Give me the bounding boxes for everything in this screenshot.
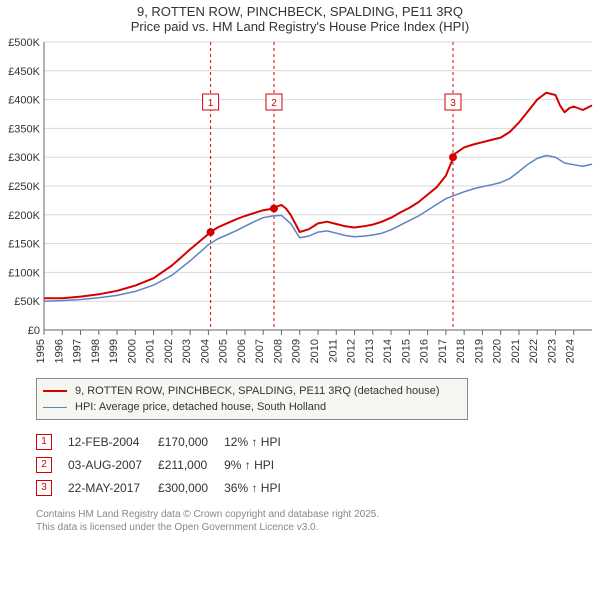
x-tick-label: 2024: [565, 339, 577, 363]
x-tick-label: 1997: [72, 339, 84, 363]
x-tick-label: 2003: [181, 339, 193, 363]
x-tick-label: 2007: [254, 339, 266, 363]
events-table: 1 12-FEB-2004£170,00012% ↑ HPI 2 03-AUG-200…: [36, 430, 600, 499]
y-tick-label: £500K: [8, 37, 40, 49]
event-marker-num: 1: [208, 98, 214, 109]
x-tick-label: 2020: [492, 339, 504, 363]
x-tick-label: 2011: [327, 339, 339, 363]
x-tick-label: 2017: [437, 339, 449, 363]
legend-row: HPI: Average price, detached house, Sout…: [43, 399, 461, 415]
y-tick-label: £150K: [8, 239, 40, 251]
x-tick-label: 1998: [90, 339, 102, 363]
legend-label: HPI: Average price, detached house, Sout…: [75, 401, 326, 413]
event-marker-num: 2: [271, 98, 277, 109]
title-line-2: Price paid vs. HM Land Registry's House …: [0, 19, 600, 34]
x-tick-label: 1999: [108, 339, 120, 363]
x-tick-label: 2006: [236, 339, 248, 363]
attribution-line-2: This data is licensed under the Open Gov…: [36, 522, 600, 535]
x-tick-label: 2021: [510, 339, 522, 363]
y-tick-label: £450K: [8, 66, 40, 78]
event-delta: 12% ↑ HPI: [224, 430, 297, 453]
y-tick-label: £50K: [14, 296, 40, 308]
price-chart: £0 £50K £100K £150K £200K £250K £300K £350K £400…: [0, 34, 600, 374]
event-row-marker: 3: [36, 480, 52, 496]
y-tick-label: £100K: [8, 267, 40, 279]
x-tick-label: 2018: [455, 339, 467, 363]
event-price: £170,000: [158, 430, 224, 453]
x-tick-label: 2005: [218, 339, 230, 363]
x-tick-label: 2019: [473, 339, 485, 363]
event-delta: 36% ↑ HPI: [224, 476, 297, 499]
event-dot: [449, 153, 457, 161]
x-tick-label: 2008: [272, 339, 284, 363]
event-date: 03-AUG-2007: [68, 453, 158, 476]
x-tick-label: 1995: [35, 339, 47, 363]
event-row: 3 22-MAY-2017£300,00036% ↑ HPI: [36, 476, 297, 499]
event-price: £300,000: [158, 476, 224, 499]
x-tick-label: 2015: [400, 339, 412, 363]
y-tick-label: £200K: [8, 210, 40, 222]
legend-row: 9, ROTTEN ROW, PINCHBECK, SPALDING, PE11…: [43, 383, 461, 399]
y-tick-label: £0: [28, 325, 40, 337]
legend-label: 9, ROTTEN ROW, PINCHBECK, SPALDING, PE11…: [75, 385, 440, 397]
event-dot: [207, 228, 215, 236]
event-marker-num: 3: [450, 98, 456, 109]
x-tick-label: 2014: [382, 339, 394, 363]
x-tick-label: 2000: [126, 339, 138, 363]
x-tick-label: 2002: [163, 339, 175, 363]
x-tick-label: 1996: [53, 339, 65, 363]
event-delta: 9% ↑ HPI: [224, 453, 297, 476]
x-tick-label: 2010: [309, 339, 321, 363]
attribution-text: Contains HM Land Registry data © Crown c…: [36, 509, 600, 534]
event-dot: [270, 204, 278, 212]
y-tick-label: £250K: [8, 181, 40, 193]
x-tick-label: 2001: [145, 339, 157, 363]
legend-swatch: [43, 390, 67, 392]
y-tick-label: £300K: [8, 152, 40, 164]
x-tick-label: 2022: [528, 339, 540, 363]
event-row-marker: 1: [36, 434, 52, 450]
event-row: 2 03-AUG-2007£211,0009% ↑ HPI: [36, 453, 297, 476]
x-tick-label: 2023: [546, 339, 558, 363]
event-row-marker: 2: [36, 457, 52, 473]
event-row: 1 12-FEB-2004£170,00012% ↑ HPI: [36, 430, 297, 453]
chart-legend: 9, ROTTEN ROW, PINCHBECK, SPALDING, PE11…: [36, 378, 468, 420]
x-tick-label: 2009: [291, 339, 303, 363]
event-date: 12-FEB-2004: [68, 430, 158, 453]
x-tick-label: 2012: [346, 339, 358, 363]
chart-titles: 9, ROTTEN ROW, PINCHBECK, SPALDING, PE11…: [0, 0, 600, 34]
title-line-1: 9, ROTTEN ROW, PINCHBECK, SPALDING, PE11…: [0, 4, 600, 19]
x-tick-label: 2013: [364, 339, 376, 363]
x-tick-label: 2016: [419, 339, 431, 363]
event-date: 22-MAY-2017: [68, 476, 158, 499]
x-tick-label: 2004: [199, 339, 211, 363]
y-tick-label: £400K: [8, 95, 40, 107]
event-price: £211,000: [158, 453, 224, 476]
attribution-line-1: Contains HM Land Registry data © Crown c…: [36, 509, 600, 522]
legend-swatch: [43, 407, 67, 408]
y-tick-label: £350K: [8, 123, 40, 135]
